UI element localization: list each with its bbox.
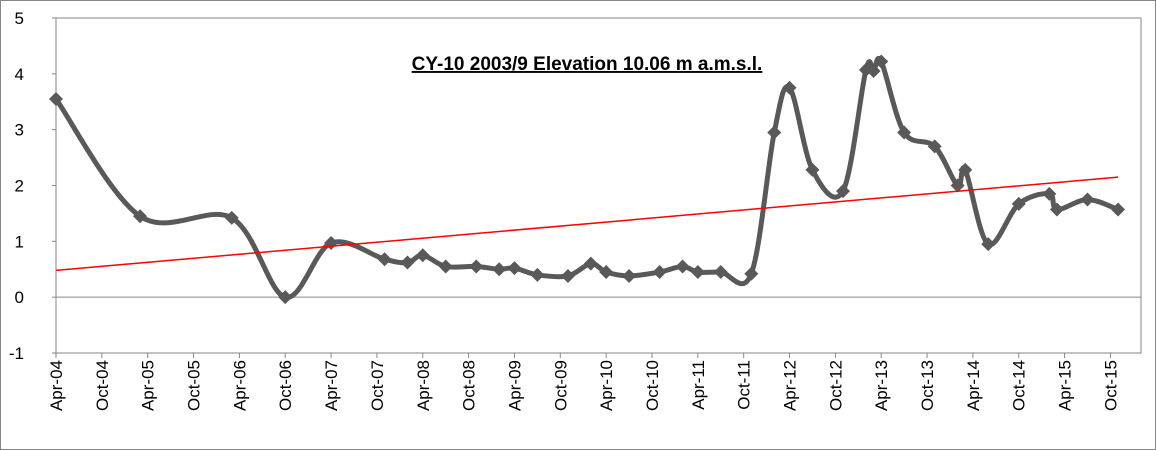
x-tick-label: Oct-12	[826, 360, 845, 411]
data-point	[1049, 202, 1064, 217]
x-tick-label: Oct-13	[918, 360, 937, 411]
y-tick-label: 3	[15, 121, 24, 140]
data-point	[836, 184, 851, 199]
x-tick-label: Apr-05	[139, 360, 158, 411]
data-point	[400, 255, 415, 270]
data-point	[897, 125, 912, 140]
data-point	[560, 268, 575, 283]
x-tick-label: Apr-11	[689, 360, 708, 410]
data-point	[438, 259, 453, 274]
x-tick-label: Oct-09	[551, 360, 570, 411]
x-tick-label: Oct-11	[735, 360, 754, 410]
data-point	[767, 125, 782, 140]
x-tick-label: Oct-15	[1101, 360, 1120, 411]
data-point	[874, 54, 889, 69]
data-point	[415, 248, 430, 263]
x-tick-label: Oct-14	[1010, 360, 1029, 411]
data-point	[652, 265, 667, 280]
data-point	[599, 265, 614, 280]
x-tick-label: Oct-07	[368, 360, 387, 411]
data-point	[1111, 202, 1126, 217]
data-point	[981, 237, 996, 252]
data-point	[782, 80, 797, 95]
x-tick-label: Apr-10	[597, 360, 616, 411]
data-point	[469, 259, 484, 274]
data-point	[713, 265, 728, 280]
data-point	[950, 178, 965, 193]
x-tick-label: Oct-10	[643, 360, 662, 411]
x-tick-label: Apr-08	[414, 360, 433, 411]
x-tick-label: Oct-08	[460, 360, 479, 411]
data-point	[866, 64, 881, 79]
data-point	[530, 267, 545, 282]
x-tick-label: Apr-13	[872, 360, 891, 411]
x-tick-label: Apr-14	[964, 360, 983, 411]
data-point	[507, 261, 522, 276]
data-point	[1042, 186, 1057, 201]
x-tick-label: Oct-05	[185, 360, 204, 411]
x-tick-label: Apr-15	[1056, 360, 1075, 411]
y-tick-label: 1	[15, 232, 24, 251]
data-point	[492, 262, 507, 277]
data-point	[278, 290, 293, 305]
x-tick-label: Oct-04	[93, 360, 112, 411]
data-point	[224, 210, 239, 225]
trendline	[55, 176, 1119, 272]
data-point	[1080, 192, 1095, 207]
x-tick-label: Apr-04	[47, 360, 66, 411]
x-tick-label: Oct-06	[276, 360, 295, 411]
y-tick-label: 5	[15, 9, 24, 28]
chart-title: CY-10 2003/9 Elevation 10.06 m a.m.s.l.	[412, 54, 763, 75]
y-tick-label: 2	[15, 177, 24, 196]
data-point	[675, 259, 690, 274]
y-tick-label: 0	[15, 288, 24, 307]
x-tick-label: Apr-09	[505, 360, 524, 411]
data-point	[927, 139, 942, 154]
data-point	[583, 256, 598, 271]
x-tick-label: Apr-12	[781, 360, 800, 411]
data-point	[49, 91, 63, 106]
data-point	[958, 162, 973, 177]
data-point	[744, 266, 759, 281]
x-tick-label: Apr-06	[230, 360, 249, 411]
y-tick-label: -1	[9, 344, 24, 363]
y-tick-label: 4	[15, 65, 24, 84]
data-point	[622, 268, 637, 283]
data-point	[1011, 196, 1026, 211]
data-point	[133, 209, 148, 224]
data-point	[377, 252, 392, 267]
data-point	[805, 162, 820, 177]
x-tick-label: Apr-07	[322, 360, 341, 411]
data-point	[690, 265, 705, 280]
